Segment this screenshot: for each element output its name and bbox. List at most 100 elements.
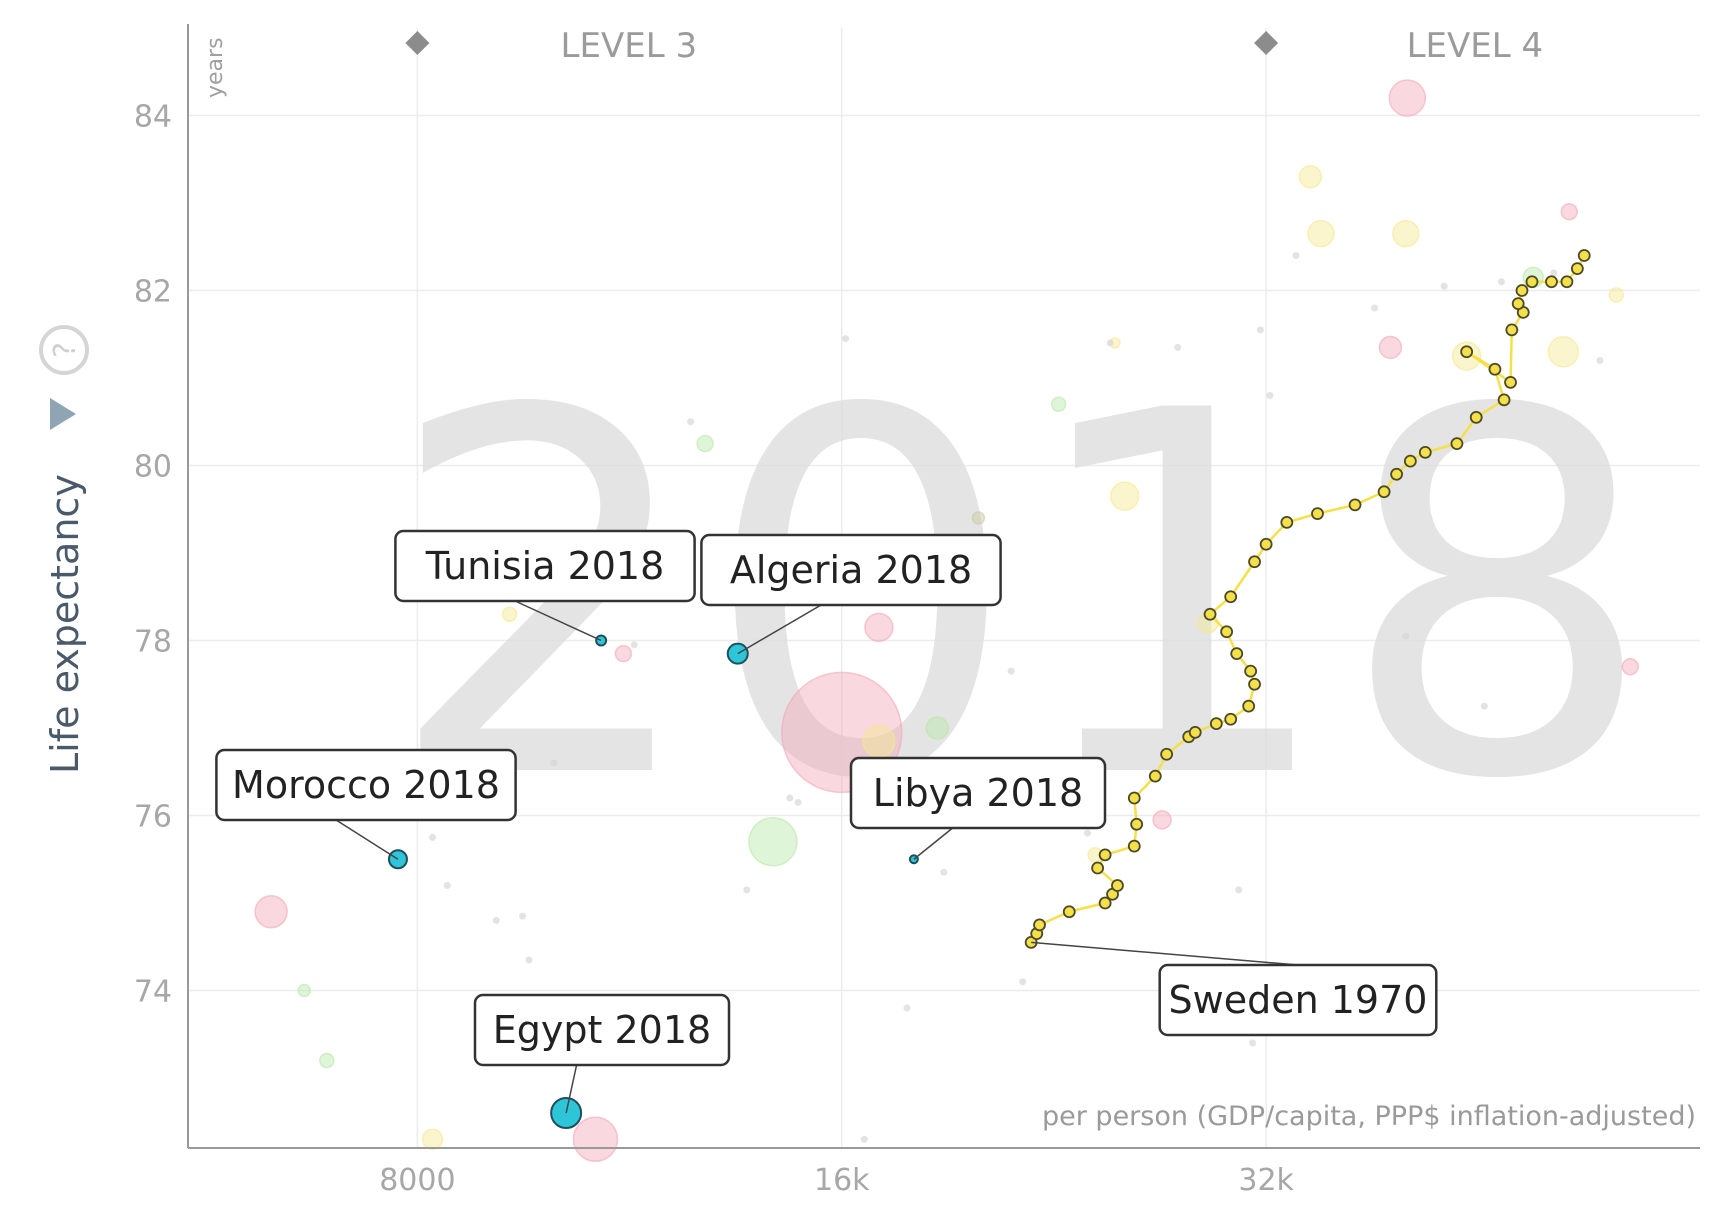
background-dot <box>429 833 437 841</box>
trail-point[interactable] <box>1577 249 1591 262</box>
trail-point[interactable] <box>1248 677 1261 691</box>
label-leader <box>1031 941 1299 966</box>
trail-point[interactable] <box>1311 507 1324 521</box>
trail-point[interactable] <box>1098 896 1112 910</box>
highlighted-bubbles[interactable] <box>387 634 919 1129</box>
background-bubble <box>971 511 986 525</box>
label-box <box>473 993 731 1067</box>
trail-point[interactable] <box>1062 905 1076 919</box>
background-dot <box>1371 304 1379 312</box>
level-label: LEVEL 4 <box>1407 26 1544 66</box>
trail-point[interactable] <box>1377 485 1391 499</box>
label-leader <box>335 819 399 860</box>
label-box <box>700 533 1002 607</box>
background-dot <box>1402 632 1410 640</box>
label-leader <box>565 1064 578 1114</box>
background-bubble <box>297 983 311 998</box>
background-bubble <box>1621 658 1639 676</box>
y-axis-dropdown-icon[interactable] <box>50 398 76 430</box>
trail-point[interactable] <box>1525 275 1539 289</box>
trail-point[interactable] <box>1280 515 1294 529</box>
label-box <box>1158 963 1438 1037</box>
background-dot <box>1235 886 1243 894</box>
trail-point[interactable] <box>1224 590 1238 604</box>
x-tick-label: 32k <box>1238 1163 1294 1198</box>
trail-point[interactable] <box>1403 454 1417 468</box>
background-bubble <box>1378 335 1403 360</box>
background-dot <box>903 1004 911 1012</box>
trail-point[interactable] <box>1148 769 1162 783</box>
trail-point[interactable] <box>1127 839 1141 853</box>
background-bubble <box>1388 79 1427 117</box>
background-dot <box>1596 357 1604 364</box>
label-box <box>849 756 1107 830</box>
trail-point[interactable] <box>1160 747 1174 761</box>
background-bubble <box>254 895 288 929</box>
background-bubble <box>572 1116 619 1162</box>
trail-point[interactable] <box>1460 345 1474 359</box>
trail-point[interactable] <box>1033 918 1046 932</box>
bubble-label: Tunisia 2018 <box>425 544 665 588</box>
trail-point[interactable] <box>1560 275 1574 289</box>
trail-point[interactable] <box>1203 607 1217 621</box>
y-axis-title-group[interactable]: Life expectancy ? <box>39 325 89 774</box>
help-icon[interactable]: ? <box>39 325 89 375</box>
trail-point[interactable] <box>1497 393 1511 407</box>
background-dot <box>1019 978 1027 986</box>
trail-point[interactable] <box>1348 498 1362 512</box>
trail-point[interactable] <box>1570 262 1584 276</box>
background-dot <box>550 759 558 767</box>
trail-point[interactable] <box>1504 375 1517 389</box>
y-tick-label: 76 <box>134 800 172 835</box>
background-bubble <box>1050 396 1067 412</box>
trail-point[interactable] <box>1390 467 1404 481</box>
bubble-label: Libya 2018 <box>873 771 1083 815</box>
background-dot <box>1440 282 1448 290</box>
trail-point[interactable] <box>1220 625 1234 639</box>
background-dot <box>1497 278 1505 286</box>
trail-point[interactable] <box>1545 275 1558 289</box>
background-dot <box>786 794 794 802</box>
background-bubble <box>925 716 949 740</box>
background-dot <box>1256 326 1264 334</box>
background-dot <box>940 868 948 876</box>
bubble-label: Sweden 1970 <box>1169 978 1428 1022</box>
background-dot <box>1249 1039 1257 1047</box>
trail-point[interactable] <box>1188 725 1202 739</box>
trail-point[interactable] <box>1488 362 1502 376</box>
trail-point[interactable] <box>1244 664 1258 678</box>
trail-point[interactable] <box>1511 297 1525 311</box>
bubble-label: Algeria 2018 <box>730 548 972 592</box>
x-axis-unit[interactable]: per person (GDP/capita, PPP$ inflation-a… <box>1042 1101 1696 1132</box>
sweden-trail[interactable] <box>1024 249 1591 949</box>
background-bubble <box>421 1128 444 1150</box>
trail-point[interactable] <box>1450 437 1464 451</box>
trail-point[interactable] <box>1091 861 1105 875</box>
y-axis-title[interactable]: Life expectancy <box>43 474 87 774</box>
trail-point[interactable] <box>1209 717 1223 731</box>
trail-point[interactable] <box>1127 791 1141 805</box>
trail-point[interactable] <box>1242 699 1256 713</box>
background-dot <box>443 882 451 889</box>
trail-point[interactable] <box>1130 817 1144 831</box>
background-bubble <box>864 612 894 643</box>
level-label: LEVEL 3 <box>561 26 698 66</box>
trail-point[interactable] <box>1418 445 1432 459</box>
background-dot <box>1480 702 1488 710</box>
background-dot <box>794 798 802 806</box>
trail-point[interactable] <box>1259 537 1273 551</box>
background-bubble <box>319 1052 335 1069</box>
trail-point[interactable] <box>1469 410 1483 424</box>
level-marker-icon[interactable] <box>405 31 430 55</box>
level-marker-icon[interactable] <box>1254 31 1279 55</box>
background-dot <box>519 912 527 920</box>
trail-point[interactable] <box>1111 879 1124 892</box>
background-dot <box>1106 339 1114 347</box>
trail-point[interactable] <box>1515 284 1529 297</box>
trail-point[interactable] <box>1098 848 1112 862</box>
trail-point[interactable] <box>1248 555 1261 569</box>
trail-point[interactable] <box>1224 712 1238 726</box>
x-tick-label: 16k <box>814 1163 870 1198</box>
trail-point[interactable] <box>1230 647 1244 661</box>
trail-point[interactable] <box>1505 323 1519 337</box>
